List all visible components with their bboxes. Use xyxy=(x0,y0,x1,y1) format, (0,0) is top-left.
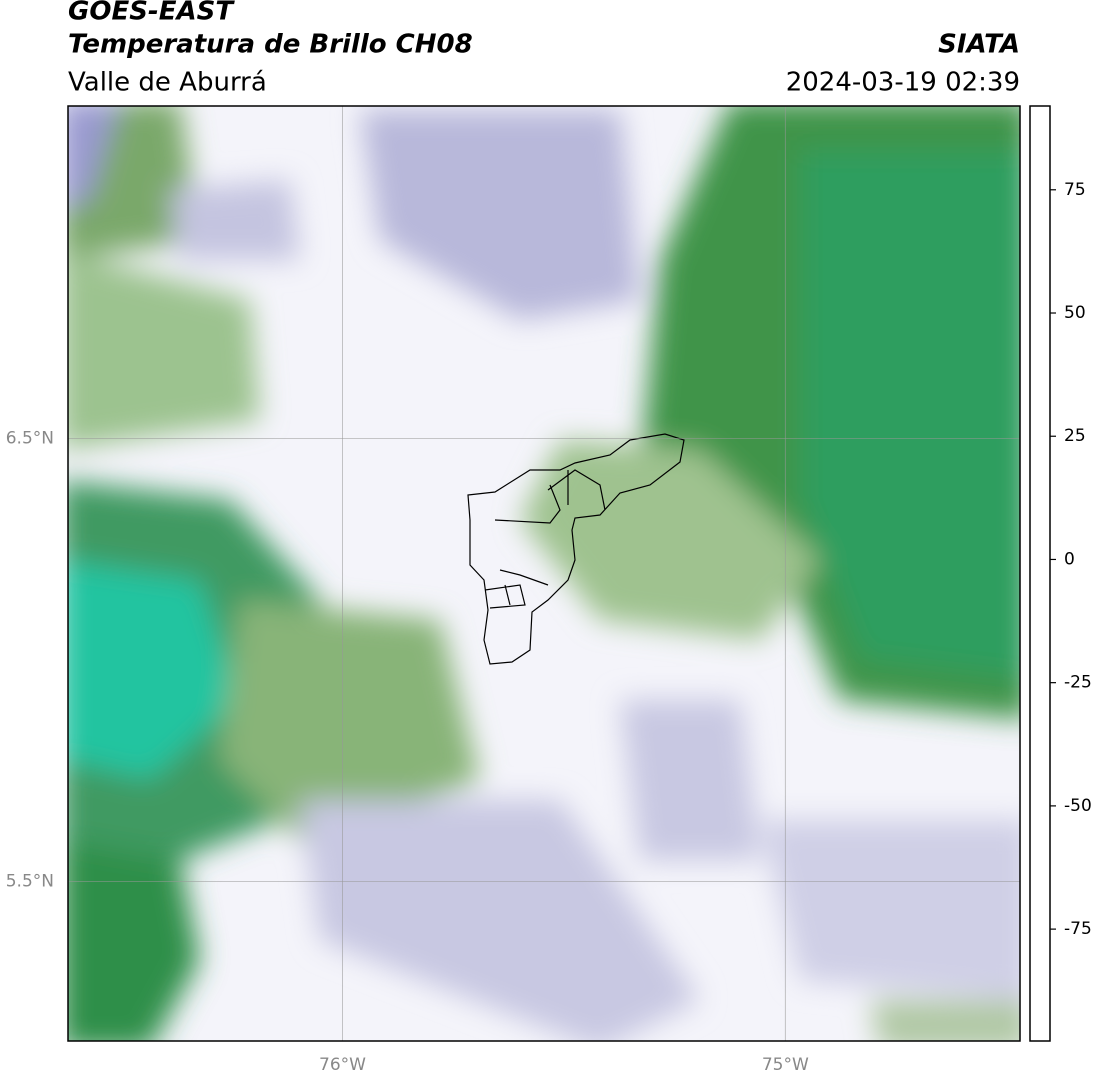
satellite-image xyxy=(68,106,1020,1041)
colorbar-tick-label: 50 xyxy=(1064,303,1086,323)
y-tick-label: 6.5°N xyxy=(6,428,54,448)
colorbar-tick-label: 0 xyxy=(1064,549,1075,569)
colorbar-tick-label: 75 xyxy=(1064,180,1086,200)
colorbar-tick-label: 25 xyxy=(1064,426,1086,446)
colorbar xyxy=(1029,105,1051,1042)
subtitle: Temperatura de Brillo CH08 xyxy=(68,30,473,60)
source: SIATA xyxy=(938,30,1020,60)
x-tick-label: 75°W xyxy=(762,1055,809,1075)
datetime: 2024-03-19 02:39 xyxy=(786,68,1020,98)
valley-boundary xyxy=(467,433,685,665)
region: Valle de Aburrá xyxy=(68,68,267,98)
map-frame xyxy=(67,105,1021,1042)
y-tick-label: 5.5°N xyxy=(6,871,54,891)
colorbar-tick-label: -75 xyxy=(1064,919,1092,939)
title: GOES-EAST xyxy=(68,0,235,27)
colorbar-tick-label: -50 xyxy=(1064,796,1092,816)
colorbar-tick-label: -25 xyxy=(1064,673,1092,693)
x-tick-label: 76°W xyxy=(319,1055,366,1075)
